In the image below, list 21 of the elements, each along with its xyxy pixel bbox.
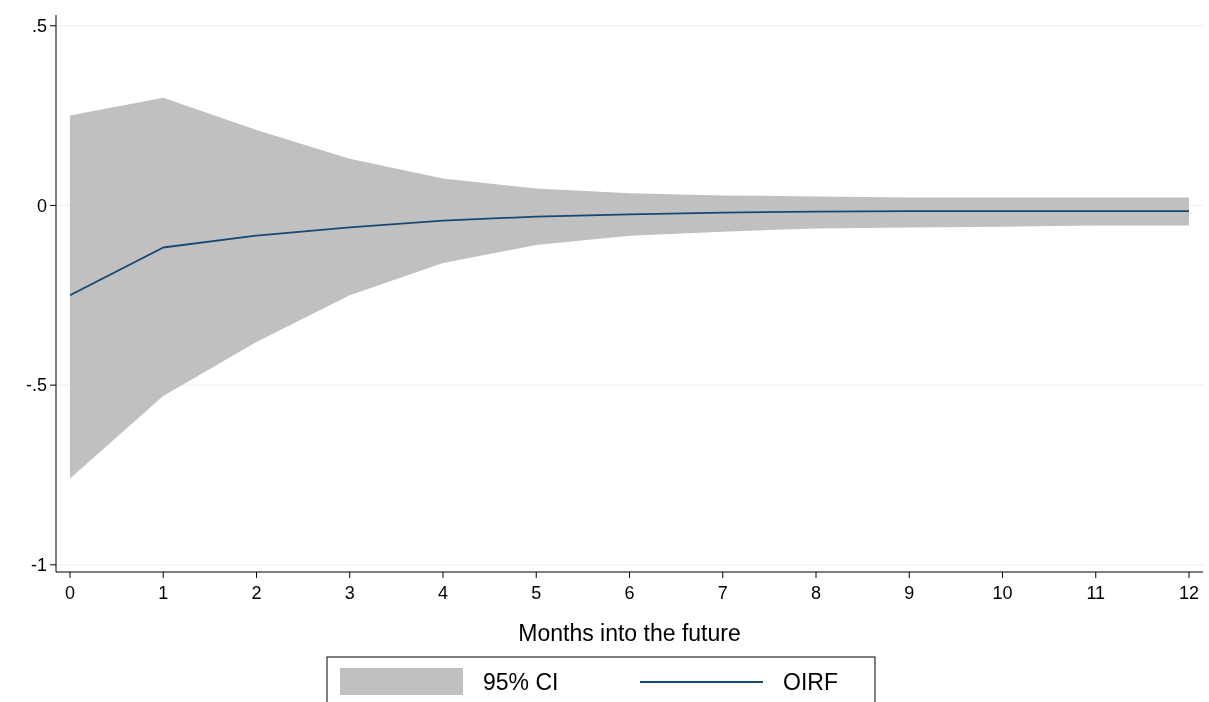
- y-tick-label: .5: [31, 16, 47, 37]
- x-tick-label: 9: [904, 583, 915, 603]
- text: 95% CI: [483, 669, 559, 696]
- x-tick-label: 1: [158, 583, 169, 603]
- x-tick-label: 5: [531, 583, 542, 603]
- x-tick-label: 11: [1086, 583, 1106, 603]
- text: OIRF: [783, 669, 838, 696]
- y-tick-label: -.5: [25, 375, 47, 396]
- x-tick-label: 3: [344, 583, 355, 603]
- y-tick-label: -1: [30, 555, 47, 576]
- x-tick-label: 10: [992, 583, 1013, 603]
- y-tick-label: 0: [36, 195, 47, 216]
- x-tick-label: 2: [251, 583, 262, 603]
- x-tick-label: 7: [717, 583, 728, 603]
- x-tick-label: 6: [624, 583, 635, 603]
- x-tick-label: 12: [1179, 583, 1200, 603]
- x-tick-label: 4: [437, 583, 448, 603]
- line-series: [69, 210, 1190, 297]
- x-axis-title: Months into the future: [518, 620, 741, 646]
- x-tick-label: 8: [811, 583, 822, 603]
- x-tick-label: 0: [64, 583, 75, 603]
